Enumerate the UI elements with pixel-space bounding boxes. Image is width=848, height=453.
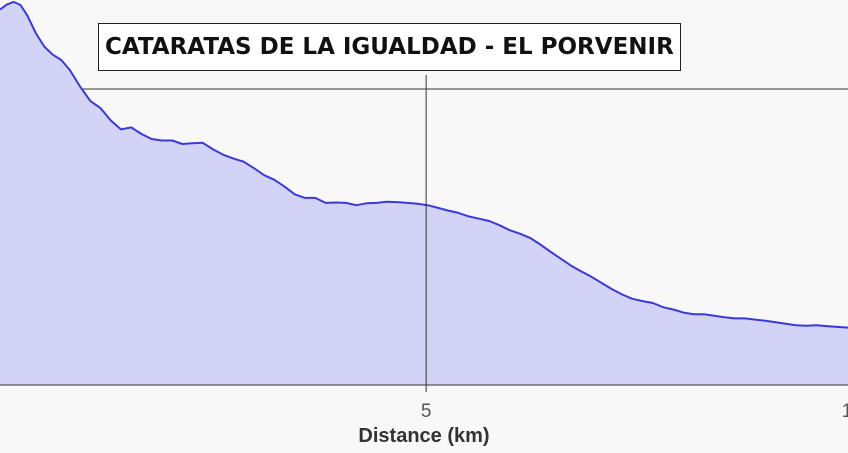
tick-layer: 5 10 [421, 75, 848, 422]
chart-title: CATARATAS DE LA IGUALDAD - EL PORVENIR [105, 34, 674, 60]
elevation-line [0, 0, 848, 329]
area-layer [0, 0, 848, 386]
chart-title-box: CATARATAS DE LA IGUALDAD - EL PORVENIR [98, 23, 681, 71]
x-axis-title: Distance (km) [358, 425, 489, 447]
x-tick-label: 10 [842, 401, 848, 422]
elevation-area-fill [0, 1, 848, 386]
x-tick-label: 5 [421, 401, 432, 422]
